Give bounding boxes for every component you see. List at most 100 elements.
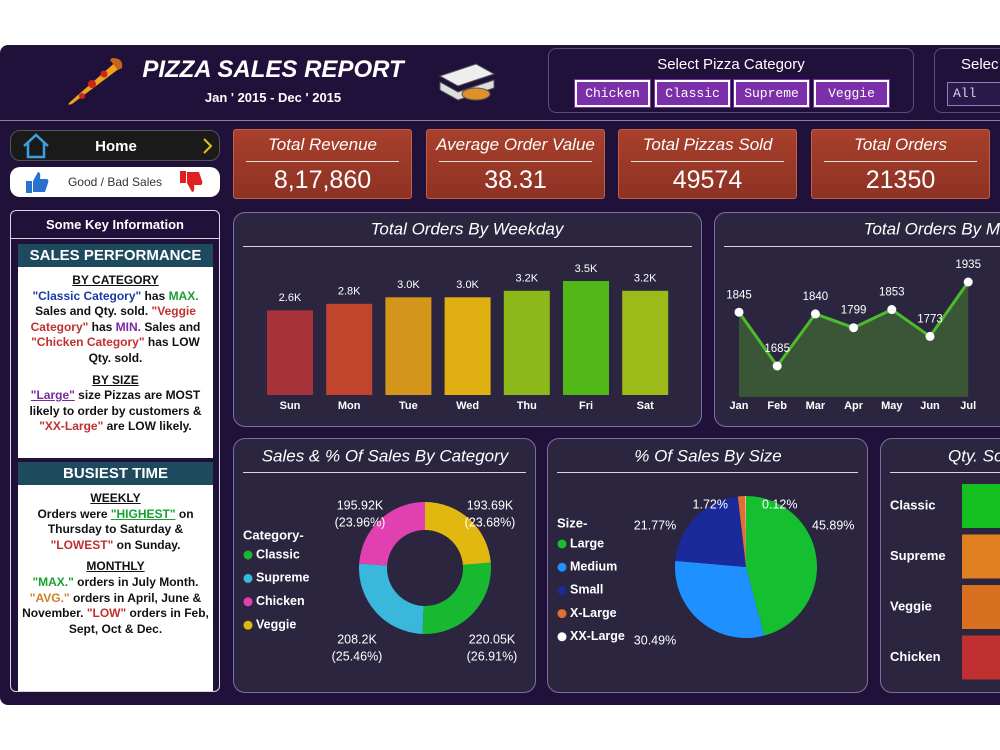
data-label: 3.2K [515,273,538,285]
legend-dot [557,632,567,642]
second-filter: Selec All [934,48,1000,113]
legend-label: Medium [570,559,617,573]
category-button[interactable]: Classic [654,79,731,108]
category-button[interactable]: Supreme [733,79,810,108]
text-run: "Chicken Category" [31,335,145,350]
legend-dot [557,609,567,619]
report-subtitle: Jan ' 2015 - Dec ' 2015 [204,90,342,105]
data-label: 2.6K [279,292,302,304]
block-text: "MAX." orders in July Month. "AVG." orde… [18,575,213,637]
block-heading: BY CATEGORY [72,273,159,287]
pie-slice [675,496,746,567]
kpi-divider [631,161,784,162]
kpi-value: 49574 [672,166,743,194]
percent-label: (23.68%) [465,515,516,529]
section-heading: BUSIEST TIME [18,462,213,485]
text-run: size Pizzas are [74,388,166,403]
bar [962,635,1000,680]
data-label: 1845 [726,289,752,301]
text-run: Sales and [141,319,201,334]
block-heading: WEEKLY [90,491,141,505]
category-button[interactable]: Veggie [813,79,890,108]
data-label: 0.12% [762,497,797,511]
sales-label: 208.2K [337,632,377,646]
text-run: on Thursday to Saturday & [47,506,194,537]
text-run: "MAX." [32,574,74,589]
area [739,282,969,397]
chart-title: % Of Sales By Size [634,446,781,465]
data-label: 21.77% [634,518,676,532]
chart-title: Total Orders By Weekday [371,219,565,238]
bar [962,534,1000,579]
legend-label: Veggie [256,617,296,631]
home-button[interactable]: Home [10,130,220,161]
donut-slice [425,502,491,565]
point [963,277,973,287]
kpi-value: 21350 [865,166,936,194]
x-tick-label: Jun [920,400,940,412]
bar [385,297,432,395]
text-run: "LOW" [86,606,127,621]
kpi-card: Average Order Value 38.31 [426,129,605,199]
pie-slice [737,496,746,567]
text-run: Sales and Qty. sold. [35,304,152,319]
point [887,305,897,315]
section-heading: SALES PERFORMANCE [18,244,213,267]
pie-slice [746,496,818,636]
category-button[interactable]: Chicken [574,79,651,108]
good-bad-toggle[interactable]: Good / Bad Sales [10,167,220,197]
point [734,307,744,317]
thumbs-down-icon [180,171,203,192]
donut-slice [422,562,491,635]
legend-label: Large [570,536,604,550]
kpi-value: 38.31 [484,166,547,194]
text-run: "Veggie Category" [30,304,196,334]
text-run: orders in April, June & November. [22,590,202,621]
data-label: 3.5K [575,263,598,275]
key-info-panel: Some Key Information SALES PERFORMANCE BY… [10,210,220,692]
data-label: 1853 [879,287,905,299]
text-run: Orders were [37,506,111,521]
x-tick-label: Wed [456,400,479,412]
x-tick-label: Tue [399,400,418,412]
text-run: MAX. [168,288,199,303]
data-label: 1799 [841,305,867,317]
bar [962,585,1000,629]
legend-title: Size- [557,515,587,530]
legend-title: Category- [243,527,304,542]
filter-dropdown[interactable]: All [947,82,1000,106]
kpi-label: Total Revenue [267,135,377,154]
x-tick-label: Fri [579,400,593,412]
pizza-box-icon [438,63,496,101]
point [925,331,935,341]
pizza-slice-icon [68,58,123,105]
kpi-card: Total Orders 21350 [811,129,990,199]
text-run: likely to order by customers & [29,403,202,418]
filter-title: Select Pizza Category [657,56,805,73]
data-label: 3.2K [634,273,657,285]
bar [503,290,550,395]
x-tick-label: Mar [806,400,826,412]
y-tick-label: Veggie [890,598,932,613]
title-underline [243,472,526,473]
data-label: 45.89% [812,518,854,532]
text-run: orders in July Month. [73,574,199,589]
bar [622,290,669,395]
text-run: orders in Feb, Sept, Oct & Dec. [68,606,209,636]
x-tick-label: Jan [730,400,749,412]
data-label: 1840 [803,291,829,303]
legend-label: X-Large [570,606,617,620]
key-info-title: Some Key Information [11,211,219,239]
legend-label: Classic [256,547,300,561]
text-run: "AVG." [29,590,70,605]
info-section: SALES PERFORMANCE BY CATEGORY "Classic Cat… [18,244,213,458]
legend-dot [557,539,567,549]
info-section: BUSIEST TIME WEEKLY Orders were "HIGHEST" … [18,462,213,691]
text-run: MOST [165,388,201,403]
block-text: "Large" size Pizzas are MOST likely to o… [18,388,213,435]
x-tick-label: Jul [960,400,976,412]
text-run: has [141,288,169,303]
kpi-label: Total Orders [854,135,947,154]
kpi-divider [246,161,399,162]
kpi-label: Average Order Value [436,135,595,154]
